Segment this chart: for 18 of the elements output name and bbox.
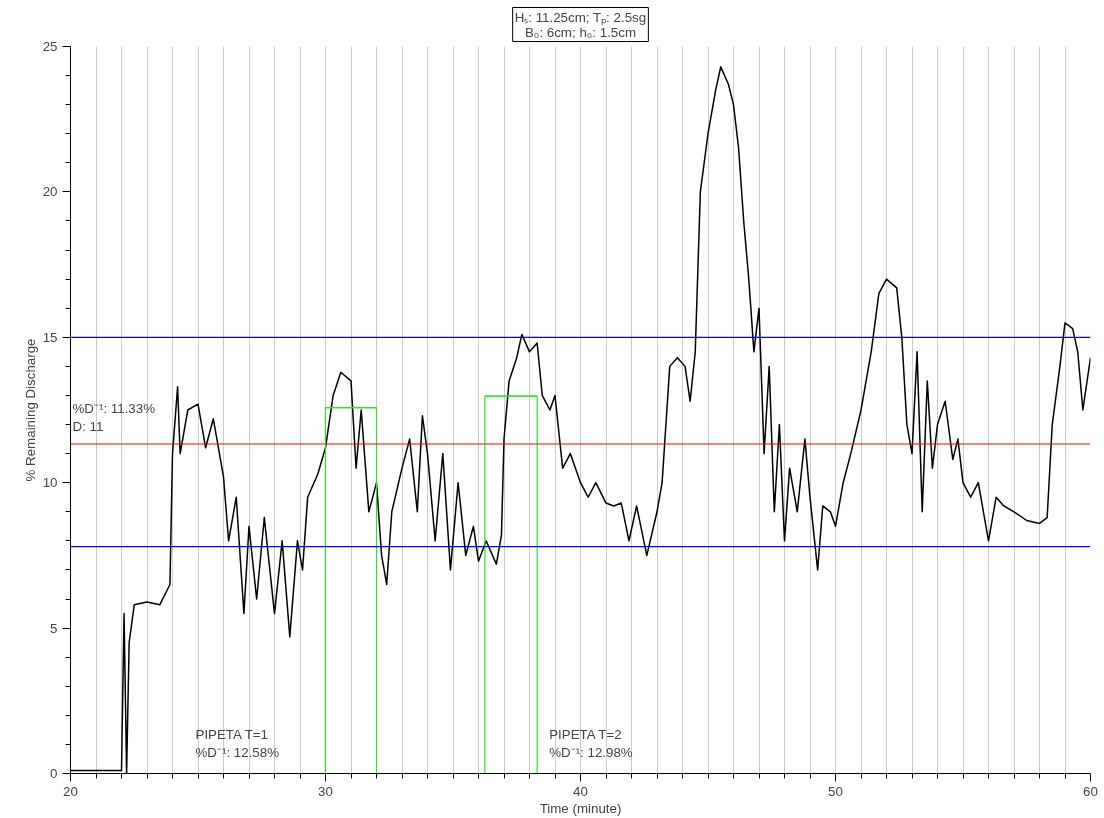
y-tick-label: 25 xyxy=(42,39,58,54)
chart-title: Hₛ: 11.25cm; Tₚ: 2.5sg xyxy=(514,9,647,26)
y-tick-label: 5 xyxy=(50,620,58,636)
y-tick-label: 10 xyxy=(42,475,58,491)
y-axis-title: % Remaining Discharge xyxy=(22,338,38,482)
y-tick-label: 20 xyxy=(42,184,58,200)
y-tick-label: 0 xyxy=(50,766,58,781)
x-tick-label: 40 xyxy=(573,783,588,799)
x-tick-label: 20 xyxy=(63,783,78,799)
y-tick-label: 15 xyxy=(42,329,58,345)
annotation: PIPETA T=1 %D⁻¹: 12.58% xyxy=(195,726,280,760)
chart-subtitle: B₀: 6cm; h₀: 1.5cm xyxy=(524,24,637,40)
annotation: PIPETA T=2 %D⁻¹: 12.98% xyxy=(549,726,633,760)
ref-line-label: %D⁻¹: 11.33% D: 11 xyxy=(72,401,156,435)
x-tick-label: 60 xyxy=(1083,783,1098,799)
x-tick-label: 30 xyxy=(318,783,333,799)
x-tick-label: 50 xyxy=(828,783,843,799)
x-axis-title: Time (minute) xyxy=(539,800,622,816)
